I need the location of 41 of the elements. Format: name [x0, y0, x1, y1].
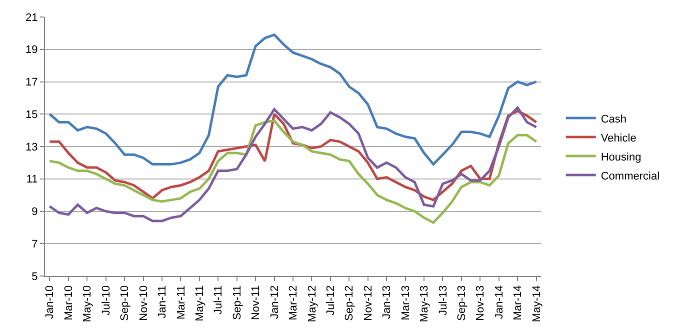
x-tick-label: May-14 [530, 285, 543, 322]
x-tick-label: Mar-14 [512, 285, 524, 320]
y-tick-label: 15 [26, 108, 38, 121]
x-tick-label: May-10 [82, 285, 94, 322]
x-tick-label: May-12 [306, 285, 318, 322]
x-tick-label: Nov-11 [250, 285, 262, 320]
x-tick-label: Jul-12 [325, 285, 338, 316]
x-tick-label: Jan-13 [381, 285, 394, 320]
x-tick-label: Jan-11 [156, 285, 169, 318]
x-tick-label: Mar-12 [288, 285, 300, 320]
x-tick-label: Nov-12 [362, 285, 374, 321]
line-series [48, 34, 538, 166]
x-tick-label: May-13 [418, 285, 431, 322]
x-tick-label: Sep-11 [231, 285, 244, 320]
y-tick-label: 13 [26, 141, 38, 154]
x-tick-label: Nov-10 [138, 285, 150, 321]
x-tick-label: Mar-11 [175, 285, 188, 320]
x-tick-label: Sep-13 [456, 285, 468, 321]
legend-label: Cash [600, 113, 627, 126]
x-tick-label: Mar-13 [400, 285, 412, 320]
y-tick-label: 5 [32, 270, 38, 283]
x-tick-label: May-11 [194, 285, 206, 322]
x-tick-label: Nov-13 [474, 285, 487, 321]
legend-label: Vehicle [600, 132, 636, 144]
x-tick-label: Jan-12 [268, 285, 281, 320]
y-tick-label: 11 [26, 174, 38, 186]
x-tick-label: Jul-13 [437, 285, 450, 316]
legend-label: Commercial [600, 170, 660, 182]
y-tick-label: 19 [26, 44, 38, 56]
x-tick-label: Jan-10 [44, 285, 56, 320]
x-tick-label: Jul-11 [212, 285, 225, 315]
x-tick-label: Jan-14 [493, 285, 506, 320]
y-tick-label: 9 [32, 206, 38, 218]
y-tick-label: 21 [26, 12, 38, 24]
y-tick-label: 7 [32, 238, 38, 250]
y-tick-label: 17 [26, 76, 38, 89]
legend-label: Housing [600, 151, 642, 164]
x-tick-label: Mar-10 [62, 285, 75, 320]
x-tick-label: Jul-10 [100, 285, 112, 316]
x-tick-label: Sep-10 [119, 285, 132, 321]
x-tick-label: Sep-12 [344, 285, 356, 321]
